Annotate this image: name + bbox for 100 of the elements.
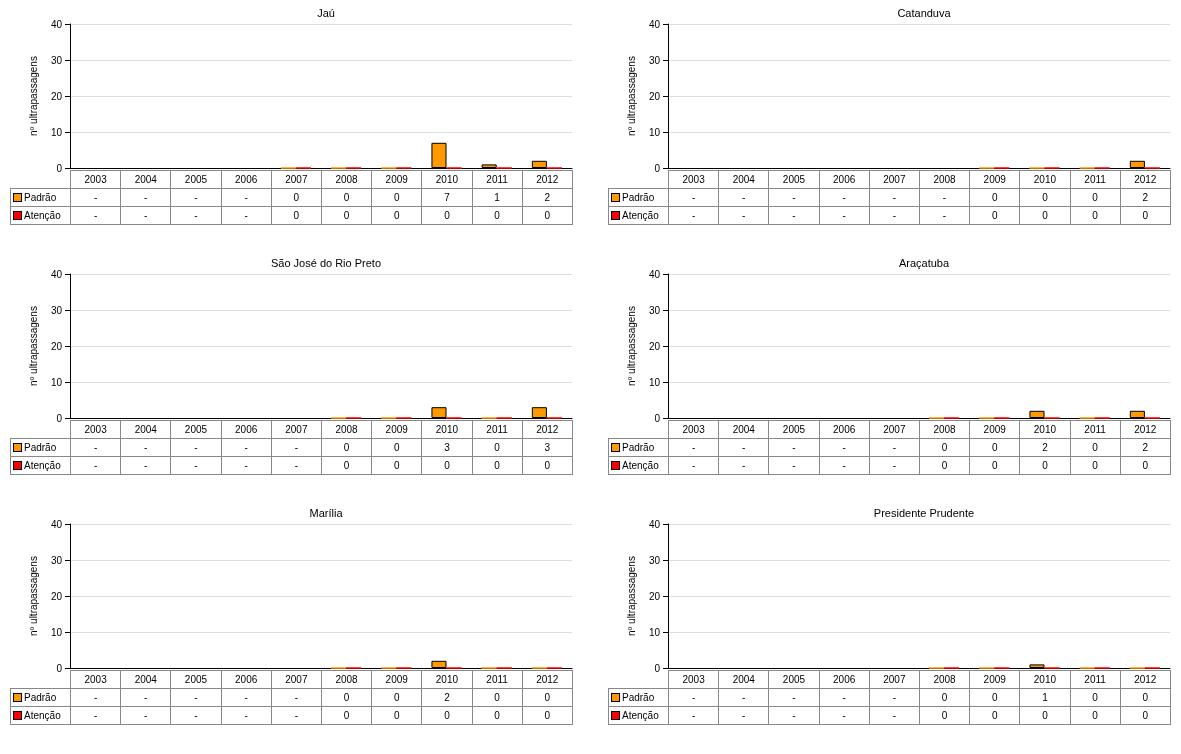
data-label: 2 [1120, 438, 1171, 457]
text: - [294, 692, 299, 703]
y-tick-label: 40 [50, 518, 63, 530]
chart-title: Presidente Prudente [873, 506, 975, 519]
data-label: 0 [321, 688, 372, 707]
data-label: 0 [919, 438, 970, 457]
chart-title: Catanduva [897, 6, 952, 19]
text: - [194, 192, 198, 203]
x-tick-label: 2007 [271, 170, 322, 189]
y-tick-label: 40 [648, 268, 661, 280]
x-tick-label: 2010 [421, 420, 472, 439]
text: - [93, 210, 98, 221]
y-axis-title: nº ultrapassagens [625, 556, 637, 636]
text: - [892, 460, 897, 471]
text: - [294, 710, 299, 721]
data-label: 0 [421, 706, 472, 725]
legend-label: Atenção [608, 706, 669, 725]
x-tick-label: 2008 [321, 670, 372, 689]
x-tick-label: 2008 [321, 420, 372, 439]
x-tick-label: 2009 [371, 420, 422, 439]
data-label: 0 [1019, 206, 1070, 225]
data-label: 0 [522, 206, 573, 225]
text: - [93, 460, 98, 471]
y-tick-label: 0 [654, 662, 661, 674]
y-tick-label: 20 [648, 340, 661, 352]
y-tick-label: 30 [648, 554, 661, 566]
legend-label: Atenção [10, 206, 71, 225]
data-label: 0 [371, 456, 422, 475]
x-tick-label: 2009 [969, 670, 1020, 689]
text: - [294, 460, 299, 471]
x-tick-label: 2003 [668, 170, 719, 189]
data-label: 0 [371, 688, 422, 707]
data-label: 0 [969, 456, 1020, 475]
data-label: 0 [1070, 456, 1121, 475]
x-tick-label: 2008 [321, 170, 372, 189]
text: - [93, 442, 98, 453]
data-label: 0 [472, 706, 523, 725]
text: - [842, 692, 846, 703]
data-label: 0 [472, 206, 523, 225]
y-axis-title: nº ultrapassagens [27, 306, 39, 386]
data-label: 0 [522, 688, 573, 707]
chart-title: Jaú [317, 6, 335, 19]
data-label: 0 [321, 438, 372, 457]
text: - [144, 210, 148, 221]
data-label: 2 [1120, 188, 1171, 207]
data-label: 0 [472, 456, 523, 475]
y-axis-title: nº ultrapassagens [27, 556, 39, 636]
x-tick-label: 2003 [70, 170, 121, 189]
y-tick-label: 20 [50, 90, 63, 102]
y-tick-label: 0 [56, 412, 63, 424]
data-label: 0 [321, 456, 372, 475]
data-label: 0 [271, 206, 322, 225]
text: - [194, 460, 198, 471]
legend-label: Atenção [608, 456, 669, 475]
text: - [194, 692, 198, 703]
x-tick-label: 2005 [768, 670, 820, 689]
data-label: 2 [1019, 438, 1070, 457]
data-label: 0 [321, 188, 372, 207]
text: - [792, 192, 796, 203]
y-tick-label: 40 [50, 268, 63, 280]
text: - [194, 710, 198, 721]
data-label: 0 [1120, 688, 1171, 707]
text: - [691, 460, 696, 471]
text: - [144, 692, 148, 703]
x-tick-label: 2009 [371, 670, 422, 689]
text: - [842, 460, 846, 471]
data-label: 0 [522, 706, 573, 725]
chart-title: São José do Rio Preto [270, 256, 382, 269]
text: - [842, 710, 846, 721]
chart-title: Araçatuba [898, 256, 950, 269]
legend-label: Atenção [608, 206, 669, 225]
x-tick-label: 2010 [421, 670, 472, 689]
text: - [892, 210, 897, 221]
legend-label: Padrão [608, 188, 669, 207]
data-label: 0 [1070, 688, 1121, 707]
text: - [244, 692, 248, 703]
y-tick-label: 20 [648, 90, 661, 102]
data-label: 0 [1070, 438, 1121, 457]
data-label: 0 [1070, 188, 1121, 207]
text: - [742, 192, 746, 203]
y-tick-label: 40 [50, 18, 63, 30]
x-tick-label: 2010 [421, 170, 472, 189]
data-label: 0 [321, 706, 372, 725]
legend-label: Padrão [608, 438, 669, 457]
text: - [842, 192, 846, 203]
y-tick-label: 10 [50, 126, 63, 138]
y-tick-label: 30 [50, 54, 63, 66]
text: - [144, 710, 148, 721]
text: - [842, 210, 846, 221]
x-tick-label: 2011 [1070, 170, 1121, 189]
text: - [792, 442, 796, 453]
x-tick-label: 2005 [768, 170, 820, 189]
x-tick-label: 2006 [819, 170, 870, 189]
y-tick-label: 0 [56, 662, 63, 674]
y-tick-label: 40 [648, 518, 661, 530]
x-tick-label: 2012 [522, 420, 573, 439]
x-tick-label: 2006 [221, 670, 272, 689]
text: - [691, 710, 696, 721]
x-tick-label: 2004 [120, 420, 171, 439]
y-tick-label: 20 [648, 590, 661, 602]
